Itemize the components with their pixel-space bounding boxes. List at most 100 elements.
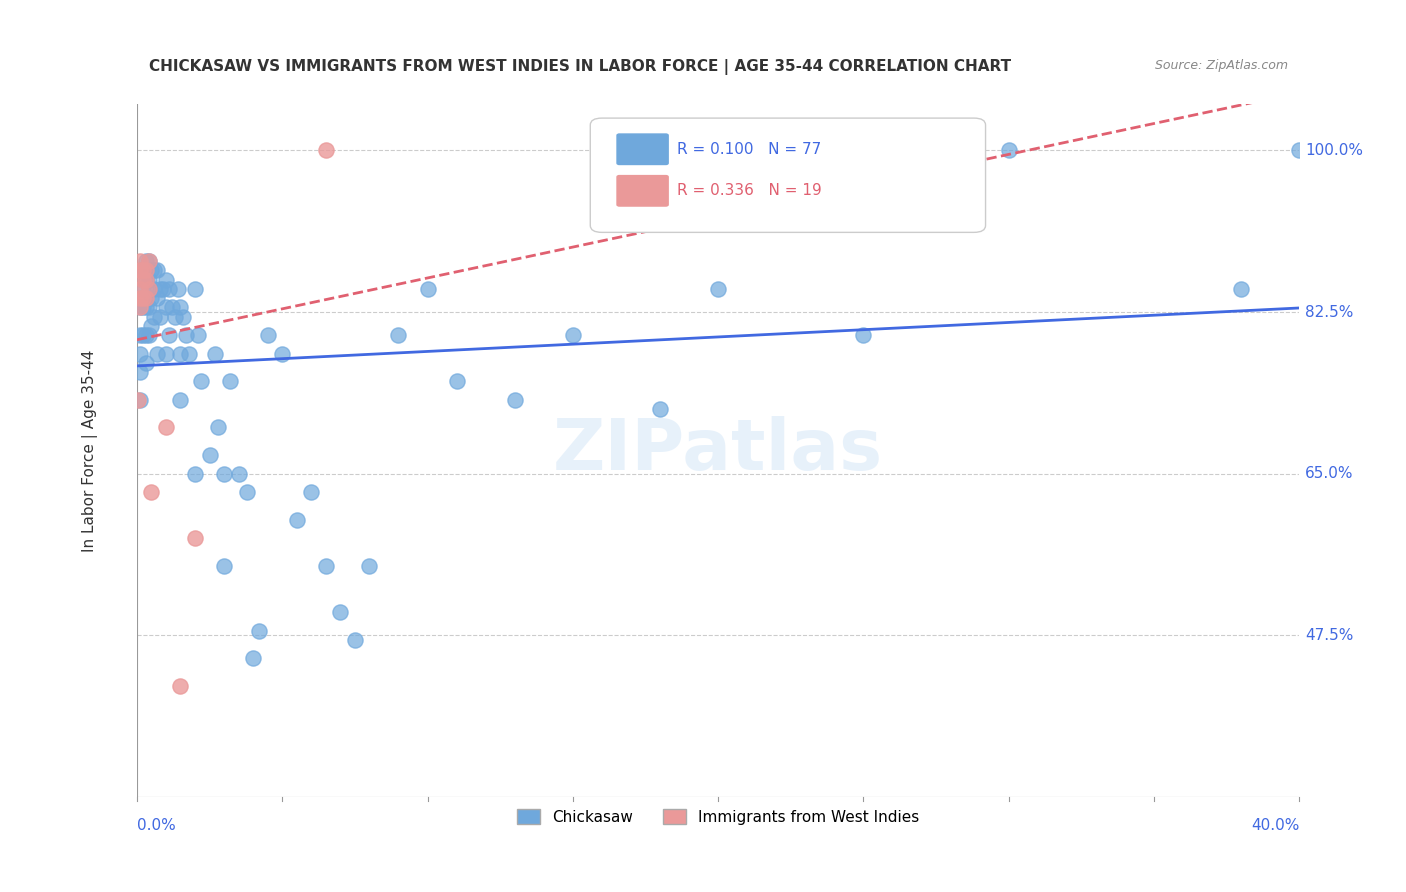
Point (169, 346, 191, 360)
Point (329, 605, 352, 619)
Point (190, 374, 212, 388)
Point (299, 485, 322, 500)
Point (135, 291, 157, 305)
Point (198, 448, 221, 462)
Point (128, 346, 150, 360)
Point (155, 420, 177, 434)
Point (146, 346, 169, 360)
Point (707, 282, 730, 296)
Text: R = 0.100   N = 77: R = 0.100 N = 77 (678, 142, 821, 157)
Point (228, 467, 250, 481)
Point (138, 301, 160, 315)
Point (163, 310, 186, 324)
Point (359, 558, 381, 573)
Point (135, 273, 157, 287)
Legend: Chickasaw, Immigrants from West Indies: Chickasaw, Immigrants from West Indies (510, 803, 925, 830)
Point (138, 254, 160, 268)
Point (166, 282, 188, 296)
Point (128, 301, 150, 315)
Text: R = 0.336   N = 19: R = 0.336 N = 19 (678, 184, 823, 198)
Point (138, 273, 160, 287)
Point (152, 282, 174, 296)
Point (387, 328, 409, 343)
Point (143, 282, 166, 296)
Point (128, 365, 150, 379)
Point (131, 328, 153, 343)
Text: Source: ZipAtlas.com: Source: ZipAtlas.com (1154, 59, 1288, 72)
Point (138, 254, 160, 268)
Point (184, 467, 207, 481)
Point (128, 392, 150, 407)
Point (172, 310, 194, 324)
Point (174, 328, 197, 343)
Point (285, 513, 308, 527)
Point (131, 291, 153, 305)
FancyBboxPatch shape (617, 134, 668, 164)
Point (169, 679, 191, 693)
Point (204, 346, 226, 360)
Point (1230, 282, 1253, 296)
Point (219, 374, 242, 388)
Point (146, 263, 169, 277)
Point (207, 420, 229, 434)
FancyBboxPatch shape (617, 176, 668, 206)
Text: 47.5%: 47.5% (1305, 628, 1354, 643)
Point (135, 328, 157, 343)
Point (155, 273, 177, 287)
Point (179, 346, 201, 360)
Text: 65.0%: 65.0% (1305, 467, 1354, 481)
Point (138, 328, 160, 343)
Point (242, 651, 264, 665)
Point (135, 263, 157, 277)
Point (135, 254, 157, 268)
Point (138, 282, 160, 296)
Point (146, 291, 169, 305)
Point (315, 144, 337, 158)
Point (648, 401, 671, 416)
Point (128, 263, 150, 277)
Point (128, 254, 150, 268)
Point (131, 273, 153, 287)
Text: ZIPatlas: ZIPatlas (553, 416, 883, 485)
Point (143, 263, 166, 277)
Point (157, 282, 180, 296)
Point (160, 301, 183, 315)
Point (852, 328, 875, 343)
Point (149, 282, 172, 296)
Point (135, 356, 157, 370)
Point (1288, 144, 1310, 158)
Text: CHICKASAW VS IMMIGRANTS FROM WEST INDIES IN LABOR FORCE | AGE 35-44 CORRELATION : CHICKASAW VS IMMIGRANTS FROM WEST INDIES… (149, 59, 1011, 75)
Point (212, 467, 235, 481)
Point (127, 392, 149, 407)
Point (503, 392, 526, 407)
Point (141, 263, 163, 277)
Point (169, 301, 191, 315)
Point (128, 282, 150, 296)
Point (149, 310, 172, 324)
Text: 40.0%: 40.0% (1251, 818, 1299, 832)
Point (256, 328, 278, 343)
Point (141, 485, 163, 500)
FancyBboxPatch shape (591, 118, 986, 233)
Point (157, 328, 180, 343)
Text: 0.0%: 0.0% (136, 818, 176, 832)
Point (131, 263, 153, 277)
Point (184, 531, 207, 545)
Point (997, 144, 1019, 158)
Text: 100.0%: 100.0% (1305, 143, 1364, 158)
Point (135, 301, 157, 315)
Text: 82.5%: 82.5% (1305, 304, 1354, 319)
Point (155, 346, 177, 360)
Point (135, 273, 157, 287)
Point (131, 301, 153, 315)
Point (212, 558, 235, 573)
Point (128, 291, 150, 305)
Point (187, 328, 209, 343)
Point (343, 632, 366, 647)
Point (236, 485, 259, 500)
Point (131, 263, 153, 277)
Point (184, 282, 207, 296)
Point (271, 346, 294, 360)
Point (141, 318, 163, 333)
Point (416, 282, 439, 296)
